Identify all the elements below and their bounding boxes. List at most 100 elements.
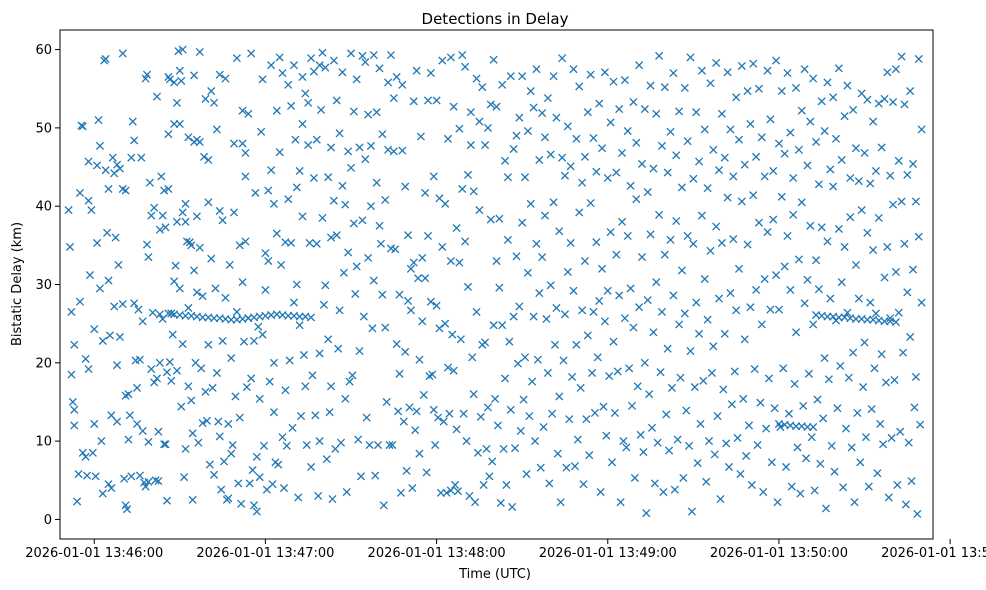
data-point <box>200 152 209 161</box>
data-point <box>800 299 809 308</box>
data-point <box>914 54 923 64</box>
data-point <box>255 473 264 482</box>
data-point <box>352 262 361 271</box>
data-point <box>546 281 555 290</box>
data-point <box>381 195 390 204</box>
data-point <box>739 394 748 403</box>
data-point <box>88 448 97 457</box>
data-point <box>573 435 582 444</box>
data-point <box>646 230 655 239</box>
data-point <box>204 198 213 207</box>
data-point <box>322 455 331 464</box>
data-point <box>461 237 470 246</box>
data-point <box>376 239 386 248</box>
data-point <box>719 385 728 394</box>
data-point <box>466 108 475 117</box>
data-point <box>326 143 336 152</box>
data-point <box>361 155 370 164</box>
data-point <box>366 202 376 211</box>
data-point <box>809 422 818 432</box>
data-point <box>560 310 570 319</box>
data-point <box>405 403 414 412</box>
data-point <box>446 256 455 266</box>
data-point <box>555 227 564 236</box>
data-point <box>259 441 269 450</box>
data-point <box>914 232 923 241</box>
data-point <box>606 118 615 127</box>
data-point <box>201 94 210 103</box>
data-point <box>466 141 475 150</box>
data-point <box>493 421 502 430</box>
data-point <box>224 494 233 503</box>
data-point <box>209 470 219 479</box>
data-point <box>479 480 488 490</box>
data-point <box>515 113 524 122</box>
data-point <box>365 440 374 450</box>
data-point <box>67 307 76 316</box>
data-point <box>657 141 667 150</box>
data-point <box>162 368 172 377</box>
data-point <box>568 372 577 381</box>
data-point <box>870 364 879 373</box>
data-point <box>241 148 250 158</box>
data-point <box>482 444 491 454</box>
data-point <box>523 126 532 136</box>
data-point <box>837 155 846 165</box>
data-point <box>752 152 761 161</box>
data-point <box>398 80 407 89</box>
data-point <box>215 206 224 215</box>
data-point <box>767 458 776 467</box>
data-point <box>793 443 802 452</box>
data-point <box>510 444 520 453</box>
data-point <box>78 122 87 131</box>
data-point <box>823 237 832 246</box>
data-point <box>177 402 186 411</box>
data-point <box>538 253 547 262</box>
data-point <box>175 119 184 129</box>
data-point <box>866 298 875 307</box>
data-point <box>499 444 508 454</box>
data-point <box>749 191 758 200</box>
data-point <box>492 256 501 266</box>
data-point <box>422 468 431 477</box>
data-point <box>599 402 608 411</box>
data-point <box>558 54 567 63</box>
data-point <box>70 340 79 349</box>
data-point <box>449 366 458 375</box>
data-point <box>141 482 150 491</box>
data-point <box>597 264 607 273</box>
data-point <box>145 178 154 187</box>
data-point <box>198 292 207 301</box>
data-point <box>569 65 578 74</box>
data-point <box>672 151 681 160</box>
data-point <box>304 98 313 107</box>
data-point <box>752 285 761 295</box>
data-point <box>853 408 862 417</box>
data-point <box>332 231 341 240</box>
data-point <box>585 451 594 460</box>
data-point <box>292 183 301 192</box>
data-point <box>646 81 655 90</box>
data-point <box>174 47 183 56</box>
data-point <box>811 137 821 147</box>
data-point <box>576 383 585 392</box>
data-point <box>700 125 709 134</box>
data-point <box>167 309 176 318</box>
data-point <box>229 208 239 217</box>
data-point <box>607 458 617 467</box>
data-point <box>202 416 211 425</box>
data-point <box>640 105 649 114</box>
data-point <box>238 278 247 287</box>
data-point <box>693 458 702 468</box>
data-point <box>316 105 326 114</box>
data-point <box>686 347 695 356</box>
y-axis-label: Bistatic Delay (km) <box>10 222 25 346</box>
data-point <box>315 349 324 358</box>
data-point <box>147 211 156 220</box>
data-point <box>130 299 139 308</box>
data-point <box>209 98 219 107</box>
data-point <box>666 127 675 136</box>
data-point <box>104 276 113 285</box>
y-tick-label: 30 <box>35 278 52 293</box>
